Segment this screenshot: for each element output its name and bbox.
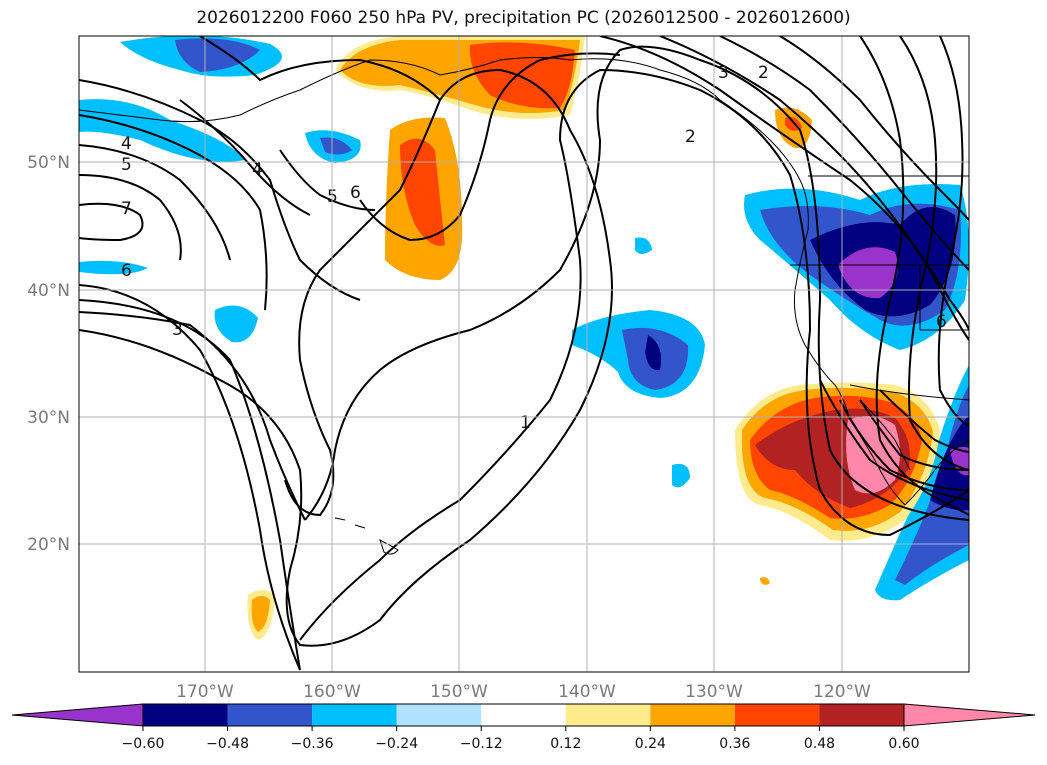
colorbar-tick-label: −0.12: [460, 736, 503, 752]
contour-label: 2: [685, 127, 696, 147]
coastline-baja: [849, 419, 906, 506]
pv-contour-10: [79, 174, 182, 261]
pv-contour-23: [819, 379, 969, 501]
coastline-gulf-california: [859, 399, 911, 471]
shading-layer: [79, 36, 969, 671]
pv-contour-14: [279, 149, 376, 211]
precip-neg-north-pacific-core: [175, 38, 260, 72]
colorbar-extension-low: [11, 703, 144, 727]
lon-label: 170°W: [176, 682, 234, 702]
pv-contour-5: [299, 68, 969, 641]
precip-neg-mexico-mid: [895, 385, 969, 585]
pv-contour-7: [79, 79, 361, 301]
contour-label: 6: [936, 312, 947, 332]
colorbar-segment: [143, 704, 228, 726]
precip-neg-small-1-core: [320, 137, 352, 155]
contour-label: 6: [121, 261, 132, 281]
pv-contour-12: [199, 36, 441, 101]
lat-label: 20°N: [27, 535, 70, 555]
coastline-west-us: [794, 229, 851, 421]
precip-pos-hawaii-west-o: [251, 596, 270, 632]
pv-contour-18: [719, 36, 969, 271]
colorbar-tick-label: 0.24: [635, 736, 666, 752]
pv-contour-6: [79, 68, 613, 647]
colorbar-tick-label: 0.12: [550, 736, 581, 752]
contour-label: 4: [252, 160, 263, 180]
pv-contour-9: [79, 144, 231, 261]
pv-contour-11: [79, 202, 144, 242]
precip-neg-small-2: [214, 305, 258, 343]
colorbar-segment: [565, 704, 651, 726]
lat-label: 50°N: [27, 153, 70, 173]
plot-area: [79, 36, 969, 672]
contour-label: 1: [520, 413, 531, 433]
contour-label: 3: [172, 320, 183, 340]
pv-contour-22: [937, 36, 969, 426]
colorbar-tick-label: 0.36: [719, 736, 750, 752]
map-title: 2026012200 F060 250 hPa PV, precipitatio…: [196, 8, 851, 28]
contour-label: 4: [121, 134, 132, 154]
coastline-hawaii-2: [334, 517, 346, 521]
colorbar-segment: [734, 704, 820, 726]
colorbar-tick-label: −0.48: [206, 736, 249, 752]
precip-pos-small-5: [760, 577, 770, 585]
colorbar-segment: [396, 704, 482, 726]
pv-contour-2: [79, 299, 301, 671]
colorbar-frame: [142, 703, 905, 727]
colorbar-segment: [481, 704, 566, 726]
lon-label: 130°W: [685, 682, 743, 702]
colorbar-segment: [819, 704, 904, 726]
pv-contour-17: [659, 36, 969, 331]
colorbar-segment: [227, 704, 313, 726]
precip-neg-small-3: [635, 237, 652, 254]
latitude-labels: 50°N 40°N 30°N 20°N: [27, 153, 70, 555]
contour-label: 6: [350, 183, 361, 203]
pv-contour-21: [899, 36, 969, 471]
colorbar-segment: [312, 704, 397, 726]
precip-neg-band-2: [79, 260, 148, 275]
contour-label: 2: [758, 63, 769, 83]
precip-neg-central-core: [645, 335, 662, 371]
colorbar-tick-label: −0.24: [375, 736, 418, 752]
lat-label: 30°N: [27, 408, 70, 428]
contour-label: 5: [121, 155, 132, 175]
colorbar-tick-label: 0.60: [888, 736, 919, 752]
contour-label: 7: [121, 199, 132, 219]
pv-contour-19: [779, 36, 969, 221]
colorbar-tick-label: 0.48: [804, 736, 835, 752]
lon-label: 120°W: [813, 682, 871, 702]
plot-frame: [78, 35, 970, 673]
pv-contour-16: [599, 36, 969, 341]
precip-neg-nw-us-peak: [838, 247, 898, 299]
lon-label: 150°W: [430, 682, 488, 702]
colorbar: −0.60 −0.48 −0.36 −0.24 −0.12 0.12 0.24 0.36 0.4…: [11, 703, 1036, 752]
pv-contour-26: [879, 389, 969, 453]
pv-contour-1: [79, 284, 301, 671]
pv-contour-3: [79, 311, 306, 521]
pv-contours: [79, 36, 969, 671]
precip-neg-small-4: [672, 463, 690, 488]
pv-contour-24: [839, 399, 969, 491]
pv-contour-4: [304, 45, 969, 521]
colorbar-segment: [650, 704, 735, 726]
colorbar-tick-label: −0.36: [291, 736, 334, 752]
lon-label: 160°W: [303, 682, 361, 702]
coastline-mexico: [904, 439, 969, 506]
lon-label: 140°W: [558, 682, 616, 702]
colorbar-tick-label: −0.60: [122, 736, 165, 752]
longitude-labels: 170°W 160°W 150°W 140°W 130°W 120°W: [176, 682, 871, 702]
coastline-hawaii: [379, 539, 399, 555]
pv-contour-15: [179, 99, 311, 216]
gridlines: [79, 36, 969, 672]
contour-label: 3: [718, 63, 729, 83]
pv-contour-20: [859, 36, 969, 516]
coastline-alaska: [79, 57, 809, 231]
coastline-hawaii-3: [354, 524, 366, 529]
coastline-us-mexico: [849, 384, 969, 401]
colorbar-extension-high: [903, 703, 1036, 727]
pv-contour-8: [79, 114, 268, 311]
coastlines: [79, 57, 969, 555]
lat-label: 40°N: [27, 281, 70, 301]
